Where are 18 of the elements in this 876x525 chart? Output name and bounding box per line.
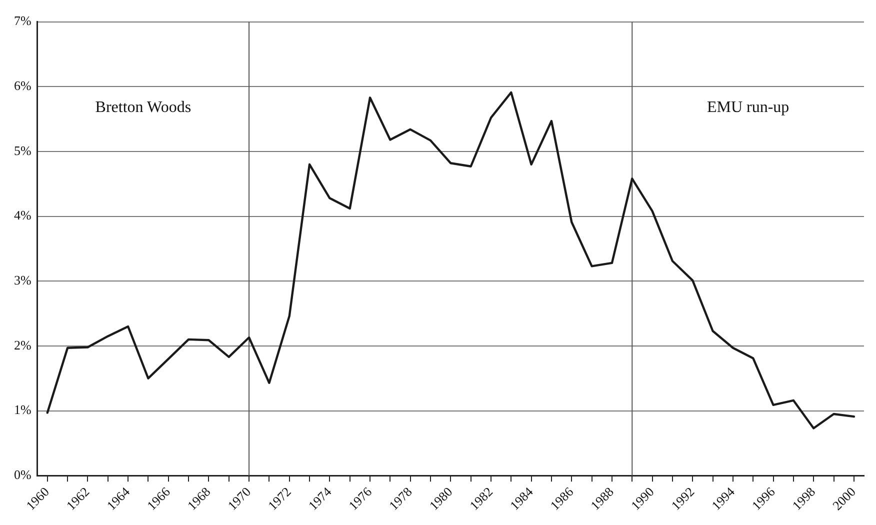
y-tick-label: 3%	[14, 272, 32, 288]
y-tick-label: 4%	[14, 208, 32, 223]
x-tick-label: 1960	[22, 484, 52, 514]
x-tick-label: 1972	[264, 484, 294, 514]
y-tick-label: 2%	[14, 337, 32, 352]
x-tick-label: 1992	[668, 484, 698, 514]
y-tick-label: 1%	[14, 402, 32, 418]
y-tick-label: 7%	[14, 13, 32, 28]
x-tick-label: 1982	[466, 484, 496, 514]
annotation: Bretton Woods	[95, 99, 192, 116]
x-tick-label: 1962	[63, 484, 92, 514]
annotation: EMU run-up	[706, 99, 790, 116]
y-tick-label: 5%	[14, 142, 32, 158]
x-tick-label: 1980	[426, 484, 456, 514]
y-tick-label: 6%	[14, 78, 32, 94]
x-tick-label: 1990	[628, 484, 657, 514]
y-tick-label: 0%	[14, 467, 32, 482]
x-tick-label: 1970	[224, 484, 254, 514]
